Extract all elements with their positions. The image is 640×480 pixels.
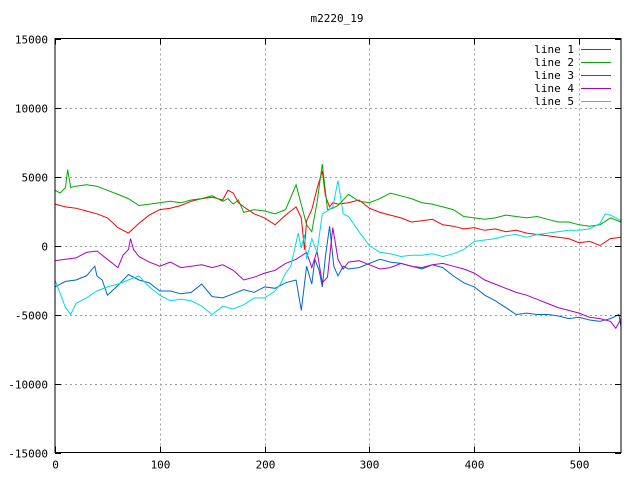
axis-ticks: 0 100 200 300 400 500 -15000 -10000 -5000 0 5000 10… — [8, 34, 621, 472]
legend-label-5: line 5 — [534, 95, 574, 108]
series-line-1 — [54, 170, 622, 250]
plot-frame — [54, 38, 622, 453]
x-tick-label: 0 — [52, 459, 59, 472]
series-line-2 — [54, 164, 622, 233]
x-tick-label: 400 — [465, 459, 485, 472]
series-group — [54, 164, 622, 330]
legend-label-2: line 2 — [534, 56, 574, 69]
grid — [55, 38, 621, 453]
y-tick-label: -5000 — [15, 310, 48, 323]
y-tick-label: 10000 — [15, 103, 48, 116]
legend-label-1: line 1 — [534, 43, 574, 56]
x-tick-label: 200 — [256, 459, 276, 472]
y-tick-label: 0 — [41, 241, 48, 254]
legend-label-3: line 3 — [534, 69, 574, 82]
x-tick-label: 300 — [360, 459, 380, 472]
chart-title: m2220_19 — [311, 12, 364, 25]
y-tick-label: -15000 — [8, 448, 48, 461]
series-line-4 — [54, 227, 622, 330]
y-tick-label: 5000 — [22, 172, 49, 185]
y-tick-label: 15000 — [15, 34, 48, 47]
series-line-3 — [54, 226, 622, 327]
x-tick-label: 100 — [151, 459, 171, 472]
legend-label-4: line 4 — [534, 82, 574, 95]
y-tick-label: -10000 — [8, 379, 48, 392]
x-tick-label: 500 — [570, 459, 590, 472]
series-line-5 — [54, 180, 622, 316]
